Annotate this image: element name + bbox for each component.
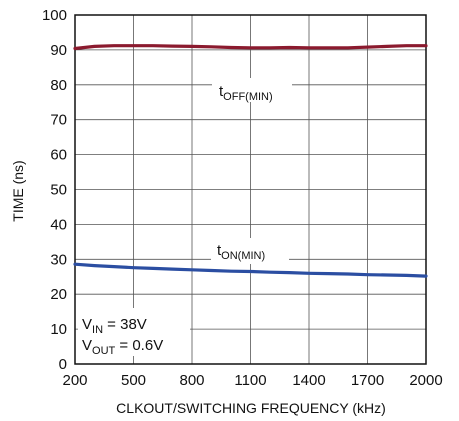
toff-label: tOFF(MIN) bbox=[219, 83, 273, 103]
x-tick-labels: 200 500 800 1100 1400 1700 2000 bbox=[62, 372, 442, 389]
x-tick-label: 1100 bbox=[234, 372, 266, 389]
x-tick-label: 1700 bbox=[351, 372, 384, 389]
ton-label-bg bbox=[211, 238, 289, 264]
ton-min-line bbox=[73, 262, 428, 278]
x-tick-label: 800 bbox=[179, 372, 204, 389]
y-tick-label: 90 bbox=[50, 42, 67, 59]
y-tick-label: 70 bbox=[50, 112, 67, 129]
plot-frame bbox=[74, 14, 427, 365]
toff-min-line bbox=[73, 44, 428, 51]
y-tick-label: 30 bbox=[50, 251, 67, 268]
x-tick-label: 200 bbox=[62, 372, 87, 389]
y-tick-label: 80 bbox=[50, 77, 67, 94]
y-tick-labels: 0 10 20 30 40 50 60 70 80 90 100 bbox=[42, 7, 67, 373]
y-tick-label: 20 bbox=[50, 286, 67, 303]
toff-label-bg bbox=[212, 78, 292, 102]
x-tick-label: 500 bbox=[121, 372, 146, 389]
x-tick-label: 1400 bbox=[292, 372, 325, 389]
x-axis-label: CLKOUT/SWITCHING FREQUENCY (kHz) bbox=[116, 400, 386, 416]
y-tick-label: 100 bbox=[42, 7, 67, 24]
y-axis-label: TIME (ns) bbox=[10, 160, 26, 221]
y-tick-label: 60 bbox=[50, 147, 67, 164]
x-tick-label: 2000 bbox=[409, 372, 442, 389]
y-tick-label: 10 bbox=[50, 321, 67, 338]
vin-condition: VIN = 38V bbox=[82, 316, 147, 336]
conditions-bg bbox=[78, 308, 190, 356]
y-tick-label: 0 bbox=[59, 356, 67, 373]
vout-condition: VOUT = 0.6V bbox=[82, 337, 163, 357]
ton-label: tON(MIN) bbox=[217, 242, 265, 262]
y-tick-label: 40 bbox=[50, 216, 67, 233]
series-layer bbox=[73, 44, 428, 278]
y-tick-label: 50 bbox=[50, 182, 67, 199]
